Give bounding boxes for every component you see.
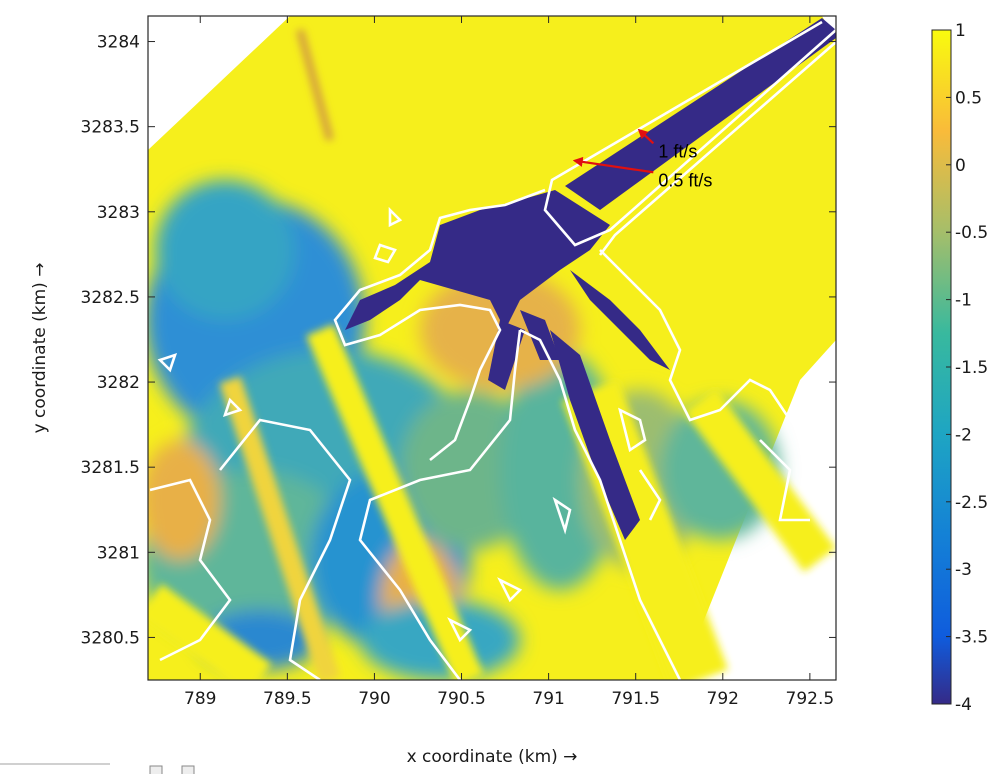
- colorbar-tick-label: -2: [955, 425, 972, 445]
- x-tick-label: 790: [358, 689, 390, 709]
- y-tick-label: 3282: [97, 373, 140, 393]
- y-axis: 3280.5 3281 3281.5 3282 3282.5 3283 3283.5 3284: [81, 33, 836, 648]
- y-tick-label: 3283.5: [81, 118, 140, 138]
- y-axis-label: y coordinate (km) →: [30, 263, 50, 434]
- deep-channel: [345, 18, 836, 540]
- annotation-arrow: [637, 128, 655, 145]
- colorbar-tick-label: 1: [955, 21, 966, 41]
- colorbar-tick-label: 0: [955, 156, 966, 176]
- colorbar: 1 0.5 0 -0.5 -1 -1.5 -2 -2.5 -3 -3.5 -4: [931, 21, 988, 715]
- colorbar-ticks: 1 0.5 0 -0.5 -1 -1.5 -2 -2.5 -3 -3.5 -4: [946, 21, 988, 715]
- y-tick-label: 3283: [97, 203, 140, 223]
- colorbar-tick-label: -1.5: [955, 358, 988, 378]
- annotations: 1 ft/s 0.5 ft/s: [572, 128, 712, 190]
- x-axis: 789 789.5 790 790.5 791 791.5 792 792.5: [184, 16, 834, 709]
- plot-area-border: [147, 15, 837, 681]
- annotation-label: 0.5 ft/s: [658, 170, 712, 190]
- colorbar-tick-label: -1: [955, 291, 972, 311]
- colorbar-tick-label: -3.5: [955, 628, 988, 648]
- x-tick-label: 792: [707, 689, 739, 709]
- y-tick-label: 3284: [97, 33, 140, 53]
- figure-toolbar-fragment: [0, 763, 195, 774]
- scroll-arrow-button[interactable]: [149, 765, 163, 774]
- x-tick-label: 790.5: [437, 689, 486, 709]
- colorbar-tick-label: -3: [955, 560, 972, 580]
- colorbar-tick-label: -0.5: [955, 223, 988, 243]
- colorbar-tick-label: 0.5: [955, 88, 982, 108]
- y-tick-label: 3281: [97, 543, 140, 563]
- colorbar-tick-label: -4: [955, 695, 972, 715]
- y-tick-label: 3281.5: [81, 458, 140, 478]
- x-tick-label: 791.5: [611, 689, 660, 709]
- annotation-label: 1 ft/s: [658, 141, 697, 161]
- heatmap-field: [148, 16, 836, 680]
- x-tick-label: 791: [532, 689, 564, 709]
- x-tick-label: 789: [184, 689, 216, 709]
- close-box-button[interactable]: [181, 765, 195, 774]
- x-tick-label: 792.5: [786, 689, 835, 709]
- colorbar-tick-label: -2.5: [955, 493, 988, 513]
- velocity-contours: [149, 20, 836, 680]
- x-tick-label: 789.5: [263, 689, 312, 709]
- y-tick-label: 3282.5: [81, 288, 140, 308]
- y-tick-label: 3280.5: [81, 628, 140, 648]
- annotation-arrow: [572, 156, 654, 174]
- x-axis-label: x coordinate (km) →: [407, 747, 578, 767]
